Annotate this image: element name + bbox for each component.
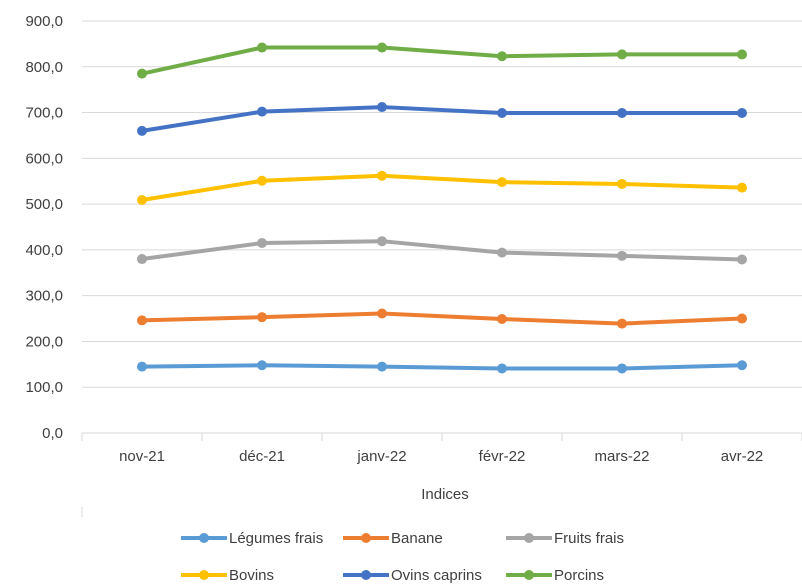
data-point [137, 68, 147, 79]
data-point [257, 238, 267, 249]
y-tick-label: 700,0 [25, 105, 63, 122]
data-point [617, 108, 627, 119]
x-tick-label: avr-22 [721, 448, 764, 465]
data-point [377, 170, 387, 181]
data-point [497, 51, 507, 62]
data-point [137, 315, 147, 326]
data-point [737, 360, 747, 371]
legend-swatch-marker [361, 533, 371, 543]
data-point [617, 363, 627, 374]
legend-swatch-marker [361, 570, 371, 580]
data-point [257, 312, 267, 323]
y-tick-label: 300,0 [25, 288, 63, 305]
series-5 [137, 42, 747, 79]
data-point [497, 177, 507, 188]
x-tick-label: févr-22 [479, 448, 526, 465]
series-line [140, 45, 744, 76]
gridlines [82, 20, 802, 434]
x-tick-label: janv-22 [356, 448, 406, 465]
series-3 [137, 170, 747, 205]
legend-item: Bovins [181, 567, 274, 584]
data-point [737, 254, 747, 265]
y-tick-label: 0,0 [42, 425, 63, 442]
data-point [377, 308, 387, 319]
data-point [497, 247, 507, 258]
data-point [377, 236, 387, 247]
series-line [140, 173, 744, 202]
x-tick-label: nov-21 [119, 448, 165, 465]
data-point [377, 42, 387, 53]
data-point [617, 250, 627, 261]
data-point [377, 102, 387, 113]
data-point [497, 108, 507, 119]
data-point [137, 194, 147, 205]
data-point [617, 178, 627, 189]
series-2 [137, 236, 747, 265]
legend-label: Ovins caprins [391, 567, 482, 584]
y-tick-label: 900,0 [25, 13, 63, 30]
data-point [737, 182, 747, 193]
data-point [737, 49, 747, 60]
legend-swatch-marker [199, 570, 209, 580]
data-point [497, 314, 507, 325]
legend-item: Fruits frais [506, 530, 624, 547]
legend-label: Légumes frais [229, 530, 323, 547]
data-point [617, 49, 627, 60]
y-tick-label: 100,0 [25, 379, 63, 396]
data-point [737, 108, 747, 119]
series-line [140, 105, 744, 133]
series-line [140, 239, 744, 262]
x-tick-label: mars-22 [594, 448, 649, 465]
data-point [137, 254, 147, 265]
legend-item: Ovins caprins [343, 567, 482, 584]
legend-swatch-marker [524, 533, 534, 543]
series-4 [137, 102, 747, 136]
legend: Légumes frais Banane Fruits frais Bovins Ovi… [181, 530, 624, 584]
y-tick-label: 200,0 [25, 333, 63, 350]
legend-item: Banane [343, 530, 443, 547]
legend-swatch-marker [199, 533, 209, 543]
legend-label: Banane [391, 530, 443, 547]
data-point [257, 42, 267, 53]
y-tick-label: 500,0 [25, 196, 63, 213]
legend-swatch-marker [524, 570, 534, 580]
data-point [737, 313, 747, 324]
legend-label: Porcins [554, 567, 604, 584]
data-point [257, 360, 267, 371]
data-point [377, 361, 387, 372]
y-axis-ticks: 0,0 100,0 200,0 300,0 400,0 500,0 600,0 700,0 80… [25, 13, 63, 442]
y-tick-label: 600,0 [25, 150, 63, 167]
data-point [257, 106, 267, 117]
series-0 [137, 360, 747, 374]
data-point [497, 363, 507, 374]
data-point [137, 361, 147, 372]
x-axis-title: Indices [421, 486, 469, 503]
x-tick-label: déc-21 [239, 448, 285, 465]
data-point [617, 318, 627, 329]
series-line [140, 311, 744, 326]
legend-item: Porcins [506, 567, 604, 584]
data-point [137, 125, 147, 136]
series-line [140, 363, 744, 371]
data-point [257, 175, 267, 186]
series-1 [137, 308, 747, 329]
x-axis-ticks: nov-21 déc-21 janv-22 févr-22 mars-22 avr-22 [81, 433, 802, 465]
legend-label: Bovins [229, 567, 274, 584]
y-tick-label: 400,0 [25, 242, 63, 259]
legend-item: Légumes frais [181, 530, 323, 547]
legend-label: Fruits frais [554, 530, 624, 547]
y-tick-label: 800,0 [25, 59, 63, 76]
series-layer [137, 42, 747, 374]
